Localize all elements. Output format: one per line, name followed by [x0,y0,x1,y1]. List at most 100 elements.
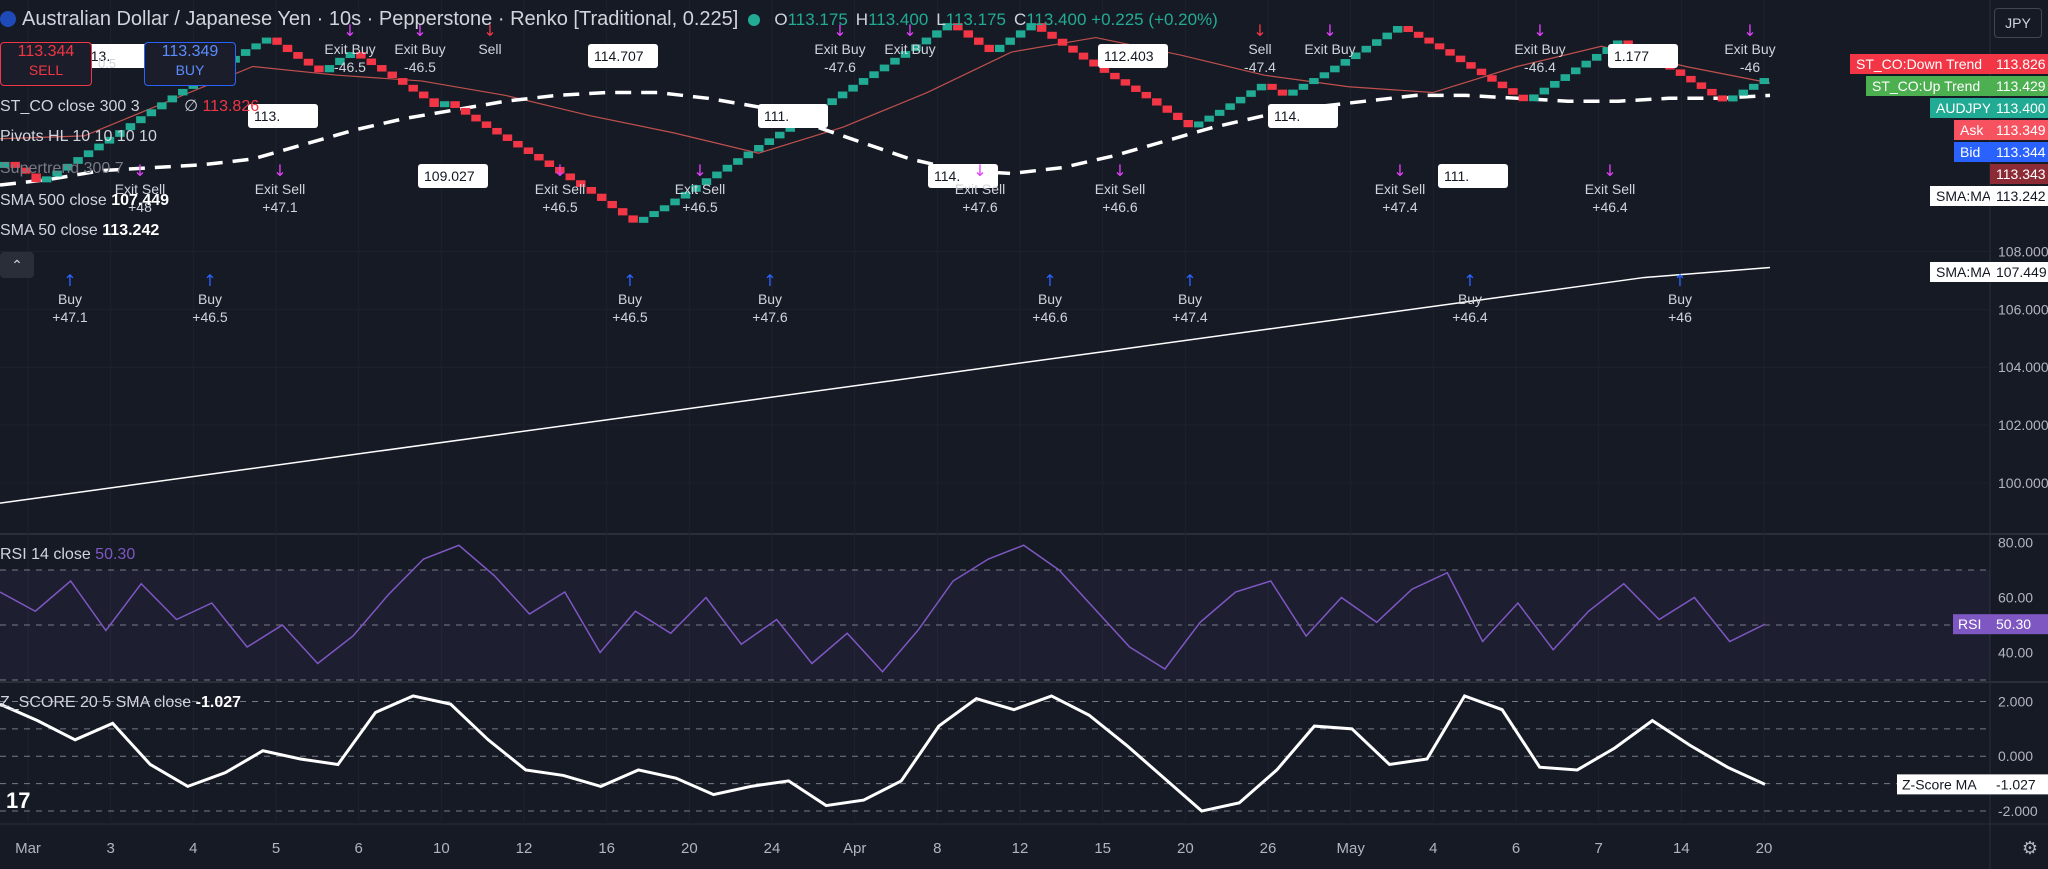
renko-brick [324,65,335,73]
renko-brick [586,186,596,194]
renko-brick [272,37,282,45]
x-tick-label: 24 [764,840,781,857]
open-value: 113.175 [787,10,848,29]
legend-zscore[interactable]: Z_SCORE 20 5 SMA close -1.027 [0,694,242,711]
y-tick-label: 108.000 [1998,244,2048,260]
renko-brick [1466,62,1476,69]
renko-brick [722,164,733,172]
y-tick-label: 100.000 [1998,475,2048,491]
price-line-name: AUDJPY [1936,100,1992,116]
renko-brick [1434,43,1445,50]
renko-brick [837,91,848,99]
x-tick-label: 20 [681,840,698,857]
legend-sma50[interactable]: SMA 50 close 113.242 [0,222,160,239]
price-value-box [1990,142,2048,162]
renko-brick [1738,89,1749,96]
renko-brick [136,116,146,124]
renko-brick [513,140,523,148]
renko-brick [52,170,62,177]
signal-arrow-icon: ↓ [903,21,916,40]
sma50-line [0,90,1771,187]
currency-button[interactable]: JPY [1994,8,2042,38]
renko-brick [1686,75,1696,83]
renko-brick [858,78,869,85]
signal-arrow-icon: ↑ [763,271,776,290]
renko-brick [523,147,534,154]
renko-brick [429,98,439,107]
renko-brick [1183,119,1193,128]
renko-brick [638,216,649,223]
pivot-label: 1.177 [1614,48,1649,64]
signal-value: +48 [128,199,152,215]
renko-brick [649,211,659,218]
price-line-name-box [1954,120,1990,140]
legend-supertrend[interactable]: Supertrend 300 7 [0,160,124,177]
sma50-value: 113.242 [102,222,160,239]
signal-label: Buy [1038,291,1062,307]
pivot-label: 109.027 [424,168,475,184]
rsi-value: 50.30 [95,546,136,563]
zscore-tick-label: 0.000 [1998,748,2033,764]
rsi-value-box [1990,614,2048,635]
zscore-tick-label: 2.000 [1998,693,2033,709]
signal-label: Exit Buy [324,41,375,57]
signal-label: Buy [618,291,642,307]
renko-brick [764,138,775,145]
symbol-title[interactable]: Australian Dollar / Japanese Yen · 10s ·… [22,8,739,30]
renko-brick [366,58,377,66]
collapse-legend-button[interactable]: ⌃ [0,252,34,278]
renko-brick [1591,53,1602,61]
rsi-tick-label: 60.00 [1998,590,2033,606]
legend-st-co[interactable]: ST_CO close 300 3 ∅ 113.826 [0,98,260,115]
renko-brick [1602,47,1612,54]
legend-rsi[interactable]: RSI 14 close 50.30 [0,546,136,563]
zscore-marker-label: Z-Score MA [1902,776,1977,792]
gear-icon[interactable]: ⚙ [2021,838,2038,858]
rsi-marker-label: RSI [1958,616,1981,632]
renko-brick [1036,23,1047,32]
price-value-box [1990,164,2048,184]
renko-brick [659,205,670,212]
renko-brick [1361,45,1372,53]
renko-brick [418,91,429,99]
renko-brick [1152,98,1162,106]
renko-brick [1581,60,1591,68]
renko-brick [1068,45,1078,53]
signal-value: +47.4 [1172,309,1208,325]
price-value-box [1990,186,2048,206]
renko-brick [1173,112,1183,120]
renko-brick [670,198,680,206]
signal-arrow-icon: ↓ [483,21,496,40]
renko-brick [890,57,900,65]
signal-arrow-icon: ↓ [1323,21,1336,40]
legend-pivots[interactable]: Pivots HL 10 10 10 10 [0,128,157,145]
sell-button[interactable]: 113.344 SELL [0,42,92,86]
renko-brick [83,150,94,158]
renko-brick [41,176,52,183]
signal-label: Buy [58,291,82,307]
renko-brick [869,71,879,79]
x-tick-label: Mar [15,840,41,857]
signal-value: +46 [1668,309,1692,325]
zscore-value: -1.027 [195,694,242,711]
signal-arrow-icon: ↑ [1463,271,1476,290]
renko-brick [691,185,701,192]
zscore-marker-box [1897,774,1990,795]
pivot-label: 112.403 [1104,48,1154,64]
renko-brick [20,167,31,174]
renko-brick [1445,49,1455,56]
rsi-tick-label: 80.00 [1998,535,2033,551]
pivot-label: 113. [254,108,280,124]
signal-arrow-icon: ↓ [1113,161,1126,180]
buy-button[interactable]: 113.349 BUY [144,42,236,86]
renko-brick [879,64,890,72]
legend-sma500[interactable]: SMA 500 close 107.449 [0,192,170,209]
y-tick-label: 106.000 [1998,301,2048,317]
renko-brick [733,158,743,165]
signal-arrow-icon: ↓ [973,161,986,180]
signal-value: -46.5 [404,59,436,75]
renko-brick [1508,88,1518,95]
pivot-label-box [1098,44,1168,68]
renko-brick [576,180,586,187]
